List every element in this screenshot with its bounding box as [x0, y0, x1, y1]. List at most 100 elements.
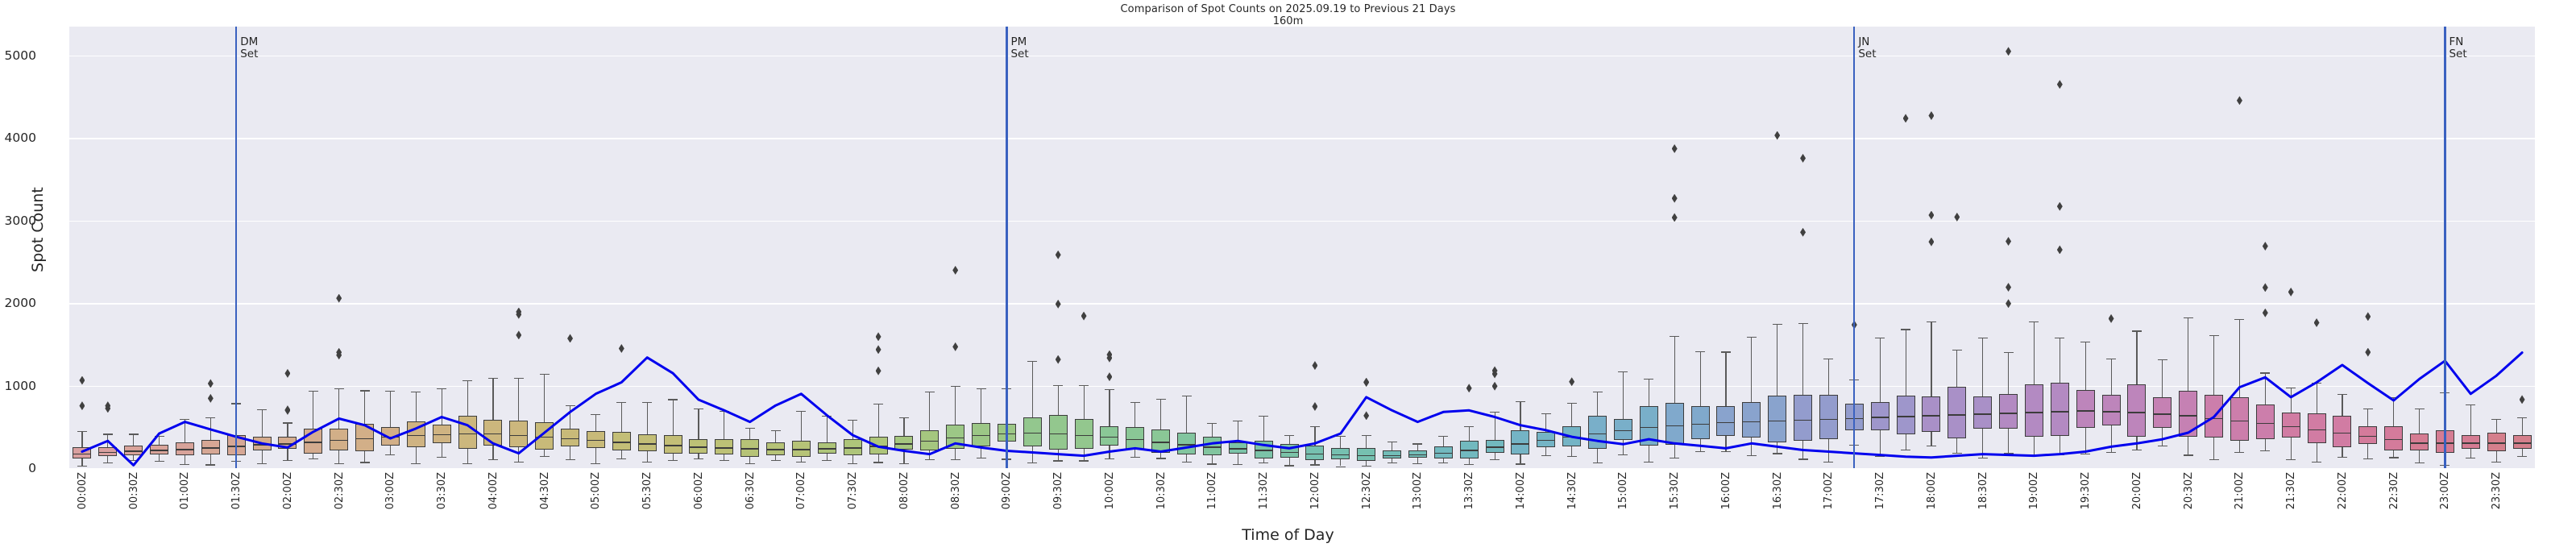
whisker-cap — [898, 417, 909, 419]
whisker-cap — [1130, 401, 1140, 403]
x-tick-label: 04:30Z — [538, 472, 551, 510]
box-median — [2487, 442, 2506, 444]
gridline — [69, 138, 2535, 139]
outlier-marker — [336, 293, 342, 303]
box-whisker — [518, 377, 520, 462]
box — [1511, 430, 1530, 455]
box — [1639, 405, 1658, 446]
whisker-cap — [1079, 385, 1089, 387]
box-median — [2255, 422, 2275, 424]
whisker-cap — [1772, 323, 1782, 325]
whisker-cap — [437, 388, 447, 390]
x-tick-label: 03:30Z — [436, 472, 449, 510]
box-median — [2461, 442, 2480, 444]
outlier-marker — [1569, 377, 1575, 387]
box-median — [175, 449, 194, 450]
box-median — [2307, 429, 2326, 431]
box-median — [2205, 417, 2224, 419]
whisker-cap — [616, 458, 627, 459]
whisker-cap — [2312, 461, 2322, 463]
x-tick-label: 14:30Z — [1566, 472, 1578, 510]
outlier-marker — [2006, 236, 2012, 246]
box — [1716, 405, 1736, 436]
box — [1023, 417, 1042, 446]
whisker-cap — [2003, 351, 2014, 353]
outlier-marker — [1671, 143, 1678, 153]
whisker-cap — [2260, 450, 2271, 452]
whisker-cap — [308, 391, 318, 392]
outlier-marker — [1312, 361, 1318, 371]
y-tick-label: 1000 — [4, 378, 36, 393]
whisker-cap — [1952, 453, 1962, 454]
box-whisker — [338, 388, 340, 463]
box-median — [2127, 412, 2147, 413]
whisker-cap — [2234, 451, 2245, 453]
whisker-cap — [385, 391, 396, 392]
box — [483, 419, 503, 446]
whisker-cap — [1566, 403, 1577, 404]
whisker-cap — [1438, 435, 1449, 438]
whisker-cap — [2106, 451, 2117, 454]
x-tick-label: 18:00Z — [1925, 472, 1938, 510]
x-tick-label: 05:30Z — [641, 472, 654, 510]
box — [2153, 397, 2172, 429]
whisker-cap — [487, 378, 498, 380]
whisker-cap — [1284, 465, 1295, 467]
whisker-cap — [668, 460, 678, 462]
whisker-cap — [2517, 417, 2528, 418]
x-tick-label: 19:30Z — [2080, 472, 2093, 510]
whisker-cap — [1464, 463, 1475, 465]
outlier-marker — [952, 265, 959, 275]
whisker-cap — [437, 457, 447, 458]
whisker-cap — [1772, 453, 1782, 454]
box-median — [1357, 454, 1376, 456]
whisker-cap — [719, 410, 729, 412]
x-tick-label: 21:00Z — [2234, 472, 2246, 510]
box-median — [1048, 433, 1068, 435]
x-tick-label: 02:00Z — [281, 472, 294, 510]
box — [1999, 394, 2018, 429]
whisker-cap — [1412, 443, 1423, 445]
box — [509, 421, 529, 448]
whisker-cap — [2388, 457, 2399, 458]
box-median — [2358, 436, 2378, 438]
box — [355, 423, 375, 452]
whisker-cap — [1644, 378, 1654, 380]
box — [1794, 394, 1813, 442]
whisker-cap — [719, 460, 729, 462]
box-median — [355, 438, 375, 440]
whisker-cap — [2286, 458, 2296, 460]
box-median — [406, 435, 425, 437]
x-tick-label: 11:00Z — [1206, 472, 1219, 510]
outlier-marker — [1055, 355, 1061, 364]
whisker-cap — [976, 388, 986, 390]
whisker-cap — [2209, 335, 2219, 337]
whisker-cap — [2337, 393, 2347, 396]
outlier-marker — [2313, 318, 2320, 327]
x-tick-label: 14:00Z — [1514, 472, 1527, 510]
whisker-cap — [2388, 396, 2399, 398]
box-median — [1948, 414, 1967, 416]
whisker-cap — [591, 463, 601, 465]
outlier-marker — [2288, 287, 2294, 297]
outlier-marker — [1774, 131, 1781, 140]
box-median — [1639, 426, 1658, 429]
whisker-cap — [1720, 351, 1731, 353]
box-median — [1280, 451, 1299, 453]
box-median — [252, 444, 272, 446]
whisker-cap — [1464, 426, 1475, 428]
whisker-cap — [205, 464, 216, 466]
outlier-marker — [1055, 299, 1061, 309]
outlier-marker — [1928, 111, 1935, 120]
whisker-cap — [2183, 454, 2193, 456]
whisker-cap — [385, 454, 396, 456]
whisker-cap — [848, 419, 858, 421]
whisker-cap — [1823, 461, 1834, 463]
box-median — [1665, 425, 1684, 427]
whisker-cap — [565, 459, 575, 461]
x-tick-label: 06:00Z — [692, 472, 705, 510]
whisker-cap — [565, 405, 575, 407]
whisker-cap — [1695, 450, 1706, 452]
box-median — [766, 449, 786, 450]
